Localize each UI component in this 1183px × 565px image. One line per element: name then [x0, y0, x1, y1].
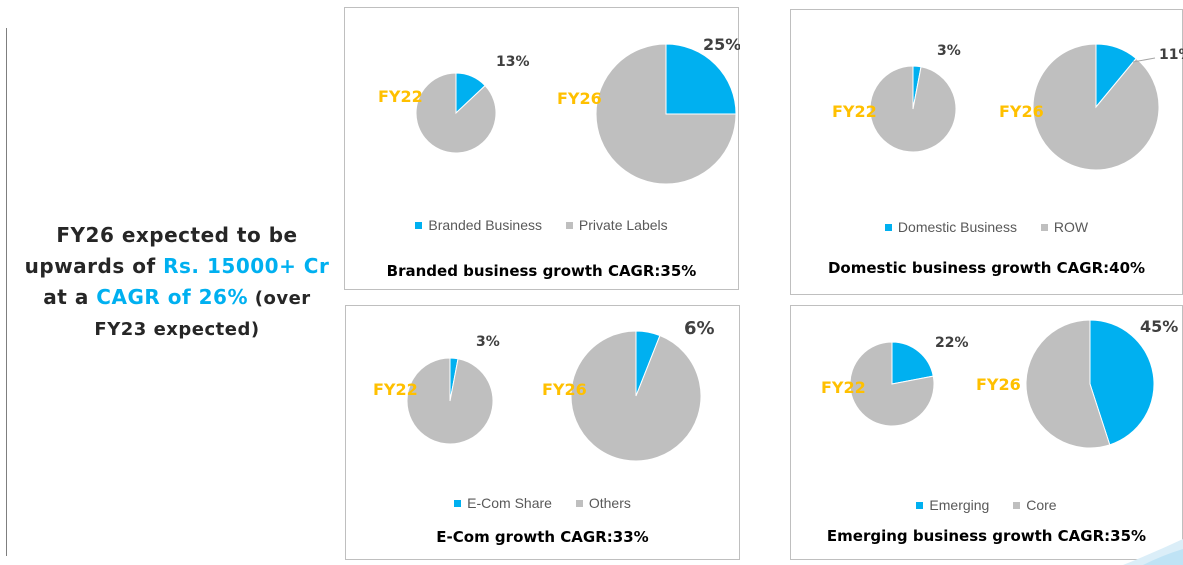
pie-data-label: 6% [684, 318, 715, 339]
legend-label: ROW [1053, 219, 1089, 235]
branded-legend: Branded Business Private Labels [345, 217, 738, 233]
pie-year-label: FY26 [557, 89, 602, 108]
pie-data-label: 11% [1159, 47, 1183, 63]
legend-item: Core [1013, 497, 1057, 513]
legend-swatch-highlight [884, 224, 892, 231]
legend-swatch-grey [565, 222, 573, 229]
domestic-chart-title: Domestic business growth CAGR:40% [827, 259, 1146, 277]
pie-data-label: 3% [476, 334, 500, 350]
pie-slice-highlight [1089, 319, 1155, 446]
pie-data-label: 3% [937, 43, 961, 59]
pie-year-label: FY22 [821, 378, 866, 397]
legend-swatch-highlight [454, 500, 462, 507]
data-label-leader-line [1132, 57, 1156, 63]
pie-slice-grey [849, 341, 935, 427]
legend-label: Branded Business [428, 217, 543, 233]
pie-slice-grey [595, 43, 737, 185]
legend-label: Private Labels [578, 217, 668, 233]
pie-slice-grey [869, 65, 957, 153]
pie-year-label: FY26 [976, 375, 1021, 394]
domestic-pies: FY22 3% FY26 11% [832, 43, 1183, 171]
domestic-chart-panel: FY22 3% FY26 11% Domestic Business ROW Dome… [790, 9, 1183, 295]
headline-line2-prefix: upwards of [24, 254, 164, 278]
headline: FY26 expected to be upwards of Rs. 15000… [14, 220, 340, 345]
branded-chart-title: Branded business growth CAGR:35% [386, 262, 697, 280]
legend-label: Domestic Business [897, 219, 1017, 235]
pie-data-label: 25% [703, 35, 740, 54]
decorative-corner-wave [1123, 539, 1183, 565]
ecom-pies: FY22 3% FY26 6% [373, 318, 715, 462]
ecom-chart-title: E-Com growth CAGR:33% [436, 528, 649, 546]
legend-swatch-grey [575, 500, 583, 507]
pie-slice-highlight [891, 341, 934, 385]
pie-year-label: FY22 [378, 87, 423, 106]
legend-item: Private Labels [565, 217, 668, 233]
emerging-legend: Emerging Core [791, 497, 1182, 513]
headline-cagr: CAGR of 26% [96, 285, 248, 309]
pie-data-label: 22% [935, 335, 969, 351]
pie-slice-grey [570, 330, 702, 462]
legend-label: Emerging [929, 497, 990, 513]
headline-line4: FY23 expected) [94, 319, 260, 340]
ecom-chart-panel: FY22 3% FY26 6% E-Com Share Others E-Com gr… [345, 305, 740, 560]
pie-data-label: 13% [496, 54, 530, 70]
headline-line1: FY26 expected to be [56, 223, 298, 247]
legend-item: Branded Business [415, 217, 542, 233]
pie-slice-grey [1032, 43, 1160, 171]
headline-line3-suffix: (over [248, 288, 311, 309]
legend-swatch-highlight [916, 502, 924, 509]
emerging-chart-title: Emerging business growth CAGR:35% [826, 527, 1147, 545]
pie-year-label: FY26 [542, 380, 587, 399]
pie-slice-grey [415, 72, 497, 154]
headline-line3-prefix: at a [43, 285, 97, 309]
domestic-legend: Domestic Business ROW [791, 219, 1182, 235]
divider-line [6, 28, 7, 556]
pie-year-label: FY22 [832, 102, 877, 121]
branded-chart-panel: FY22 13% FY26 25% Branded Business Private … [344, 7, 740, 290]
legend-item: Domestic Business [884, 219, 1017, 235]
legend-swatch-grey [1040, 224, 1048, 231]
emerging-chart-panel: FY22 22% FY26 45% Emerging Core Emerging bu… [790, 305, 1183, 560]
legend-item: E-Com Share [454, 495, 552, 511]
headline-amount: Rs. 15000+ Cr [163, 254, 330, 278]
pie-year-label: FY26 [999, 102, 1044, 121]
pie-slice-highlight [665, 43, 737, 115]
legend-swatch-grey [1013, 502, 1021, 509]
ecom-legend: E-Com Share Others [346, 495, 739, 511]
pie-year-label: FY22 [373, 380, 418, 399]
emerging-pies: FY22 22% FY26 45% [821, 317, 1178, 449]
pie-data-label: 45% [1140, 317, 1178, 336]
legend-label: Core [1026, 497, 1057, 513]
legend-label: E-Com Share [467, 495, 552, 511]
legend-item: Emerging [916, 497, 989, 513]
branded-pies: FY22 13% FY26 25% [378, 35, 740, 185]
legend-item: Others [575, 495, 631, 511]
legend-item: ROW [1040, 219, 1089, 235]
pie-slice-grey [1025, 319, 1111, 449]
pie-slice-grey [406, 357, 494, 445]
legend-label: Others [588, 495, 631, 511]
legend-swatch-highlight [415, 222, 423, 229]
